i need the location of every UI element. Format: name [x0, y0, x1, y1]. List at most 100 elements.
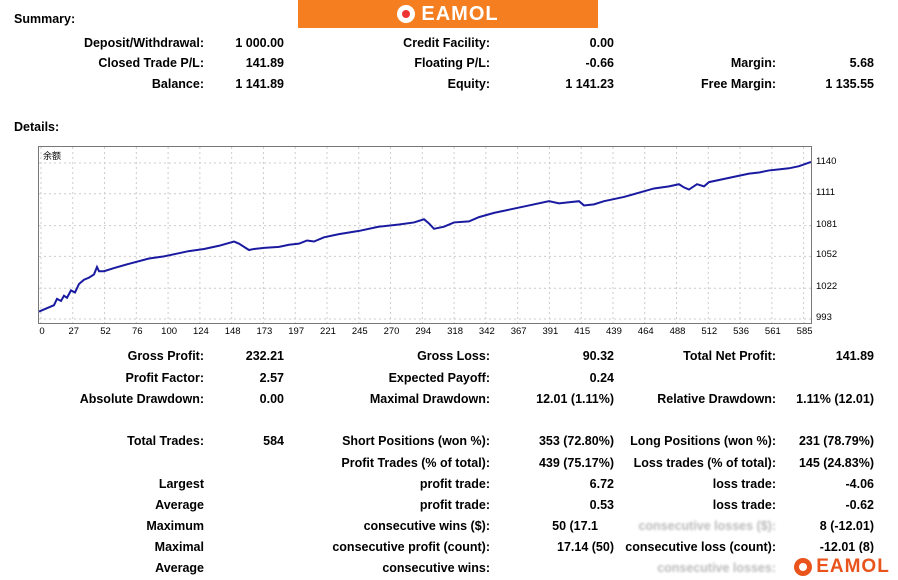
max-wins-label: consecutive wins ($):	[363, 519, 490, 533]
free-margin-value: 1 135.55	[825, 77, 874, 91]
floating-pl-label: Floating P/L:	[414, 56, 490, 70]
details-title: Details:	[14, 120, 60, 134]
deposit-label: Deposit/Withdrawal:	[83, 36, 204, 50]
profit-trades-value: 439 (75.17%)	[538, 456, 614, 470]
avg-profit-value: 0.53	[589, 498, 614, 512]
x-tick-label: 100	[161, 326, 178, 337]
brand-banner: EAMOL	[298, 0, 598, 28]
maximal-loss-value: -12.01 (8)	[819, 540, 874, 554]
abs-drawdown-label: Absolute Drawdown:	[79, 392, 204, 406]
x-tick-label: 0	[39, 326, 45, 337]
max-drawdown-label: Maximal Drawdown:	[369, 392, 490, 406]
max-losses-value: 8 (-12.01)	[819, 519, 874, 533]
avg-loss-label: loss trade:	[712, 498, 776, 512]
avg-wins-label: consecutive wins:	[382, 561, 490, 575]
balance-chart: 余额	[38, 146, 812, 324]
long-positions-label: Long Positions (won %):	[630, 434, 776, 448]
loss-trades-label: Loss trades (% of total):	[633, 456, 776, 470]
rel-drawdown-label: Relative Drawdown:	[657, 392, 776, 406]
margin-value: 5.68	[849, 56, 874, 70]
avg-loss-value: -0.62	[845, 498, 875, 512]
largest-label: Largest	[158, 477, 204, 491]
max-wins-value: 50 (17.1	[552, 519, 598, 533]
maximal-profit-value: 17.14 (50)	[557, 540, 614, 554]
avg-profit-label: profit trade:	[419, 498, 490, 512]
x-tick-label: 415	[574, 326, 591, 337]
x-tick-label: 27	[68, 326, 80, 337]
x-tick-label: 197	[288, 326, 305, 337]
x-tick-label: 342	[478, 326, 495, 337]
free-margin-label: Free Margin:	[700, 77, 776, 91]
y-tick-label: 1081	[816, 218, 838, 230]
balance-series-line	[39, 160, 811, 313]
margin-label: Margin:	[730, 56, 776, 70]
summary-title: Summary:	[14, 12, 76, 26]
x-tick-label: 318	[447, 326, 464, 337]
short-positions-label: Short Positions (won %):	[342, 434, 490, 448]
x-tick-label: 464	[637, 326, 654, 337]
x-tick-label: 585	[796, 326, 813, 337]
long-positions-value: 231 (78.79%)	[798, 434, 874, 448]
gross-loss-label: Gross Loss:	[417, 349, 490, 363]
brand-watermark-icon	[794, 557, 813, 576]
x-tick-label: 536	[733, 326, 749, 337]
rel-drawdown-value: 1.11% (12.01)	[796, 392, 874, 406]
profit-trades-label: Profit Trades (% of total):	[341, 456, 490, 470]
short-positions-value: 353 (72.80%)	[538, 434, 614, 448]
x-tick-label: 294	[415, 326, 432, 337]
brand-watermark-name: EAMOL	[816, 555, 890, 577]
x-tick-label: 173	[256, 326, 273, 337]
gross-profit-value: 232.21	[245, 349, 284, 363]
profit-factor-label: Profit Factor:	[125, 371, 204, 385]
equity-value: 1 141.23	[565, 77, 614, 91]
x-tick-label: 561	[764, 326, 781, 337]
maximal-loss-label: consecutive loss (count):	[625, 540, 776, 554]
credit-value: 0.00	[589, 36, 614, 50]
x-tick-label: 124	[192, 326, 209, 337]
x-tick-label: 76	[132, 326, 143, 337]
balance-label: Balance:	[151, 77, 204, 91]
maximal-profit-label: consecutive profit (count):	[332, 540, 490, 554]
total-trades-value: 584	[263, 434, 284, 448]
x-tick-label: 391	[542, 326, 559, 337]
largest-loss-label: loss trade:	[712, 477, 776, 491]
profit-factor-value: 2.57	[259, 371, 284, 385]
largest-profit-label: profit trade:	[419, 477, 490, 491]
maximum-label: Maximum	[146, 519, 204, 533]
loss-trades-value: 145 (24.83%)	[798, 456, 874, 470]
y-tick-label: 1140	[816, 156, 837, 167]
x-tick-label: 367	[510, 326, 527, 337]
average2-label: Average	[155, 561, 204, 575]
balance-chart-svg	[39, 147, 811, 323]
x-tick-label: 221	[320, 326, 336, 337]
equity-label: Equity:	[447, 77, 490, 91]
deposit-value: 1 000.00	[235, 36, 284, 50]
largest-profit-value: 6.72	[589, 477, 614, 491]
credit-label: Credit Facility:	[403, 36, 490, 50]
balance-value: 1 141.89	[235, 77, 284, 91]
brand-watermark: EAMOL	[786, 553, 898, 580]
gross-profit-label: Gross Profit:	[127, 349, 204, 363]
chart-title: 余额	[43, 151, 62, 161]
x-tick-label: 512	[701, 326, 718, 337]
y-tick-label: 1052	[816, 249, 838, 261]
net-profit-value: 141.89	[835, 349, 874, 363]
floating-pl-value: -0.66	[585, 56, 615, 70]
closed-pl-value: 141.89	[245, 56, 284, 70]
avg-losses-label: consecutive losses:	[657, 561, 776, 575]
y-tick-label: 1022	[816, 281, 838, 293]
x-tick-label: 439	[606, 326, 622, 337]
average-label: Average	[155, 498, 204, 512]
brand-logo-icon	[397, 5, 416, 23]
max-drawdown-value: 12.01 (1.11%)	[536, 392, 614, 406]
y-tick-label: 993	[816, 312, 832, 323]
y-tick-label: 1111	[816, 186, 836, 198]
gross-loss-value: 90.32	[582, 349, 614, 363]
x-tick-label: 488	[669, 326, 686, 337]
largest-loss-value: -4.06	[845, 477, 875, 491]
abs-drawdown-value: 0.00	[259, 392, 284, 406]
total-trades-label: Total Trades:	[127, 434, 204, 448]
x-tick-label: 52	[100, 326, 111, 337]
closed-pl-label: Closed Trade P/L:	[98, 56, 204, 70]
expected-payoff-value: 0.24	[589, 371, 614, 385]
